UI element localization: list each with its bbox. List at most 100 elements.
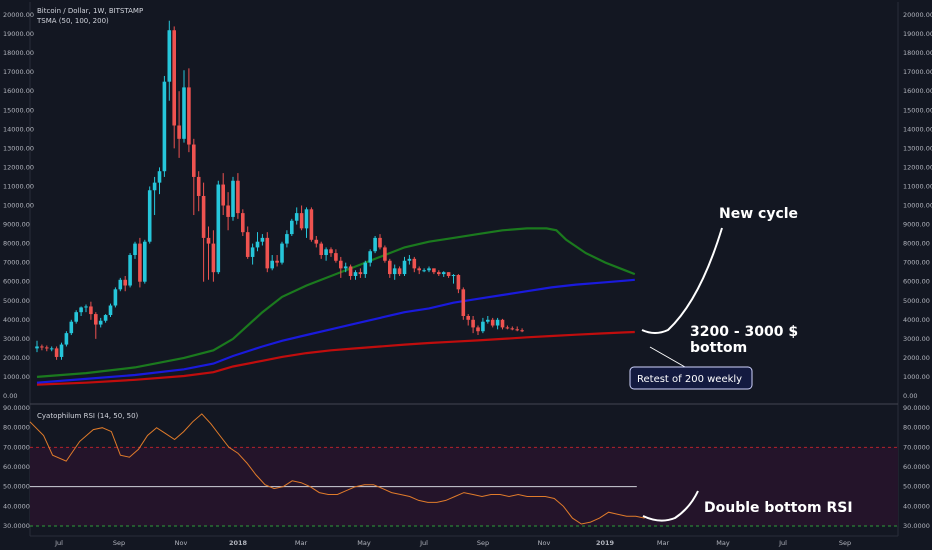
candle-body [471, 319, 475, 328]
candle [486, 315, 490, 324]
candle [201, 182, 206, 282]
candle [49, 346, 54, 352]
candle [388, 258, 392, 278]
candle-body [280, 243, 284, 263]
rsi-legend: Cyatophilum RSI (14, 50, 50) [37, 412, 139, 420]
candle [216, 180, 221, 275]
price-tick-left: 15000.00 [3, 106, 34, 114]
price-tick-right: 6000.00 [903, 278, 930, 286]
candle [255, 232, 260, 252]
candle [162, 75, 167, 177]
candle-body [388, 260, 392, 275]
price-tick-right: 2000.00 [903, 354, 930, 362]
rsi-tick-right: 70.0000 [903, 443, 930, 451]
candle-body [103, 315, 108, 321]
candle-body [422, 270, 426, 272]
candle [206, 226, 211, 280]
candle [515, 326, 519, 332]
candle-body [172, 30, 176, 126]
candle-body [378, 237, 382, 248]
candle [456, 274, 461, 294]
candle [378, 234, 382, 250]
candle [108, 303, 113, 317]
time-tick: May [357, 539, 371, 547]
candle [368, 249, 372, 267]
time-tick: Sep [477, 539, 489, 547]
time-tick: Nov [175, 539, 188, 547]
time-tick: Jul [419, 539, 428, 547]
candle [490, 317, 495, 328]
rsi-tick-left: 70.0000 [3, 443, 30, 451]
candle [187, 68, 191, 153]
double-bottom-label: Double bottom RSI [704, 500, 853, 516]
candle [250, 243, 255, 265]
candle [339, 256, 343, 278]
rsi-tick-right: 90.0000 [903, 404, 930, 412]
rsi-tick-left: 60.0000 [3, 463, 30, 471]
candle-body [343, 266, 348, 269]
candle [437, 270, 441, 276]
time-tick: Nov [538, 539, 551, 547]
candle [231, 176, 235, 221]
price-tick-left: 6000.00 [3, 278, 30, 286]
candle-body [45, 347, 49, 349]
candle-body [402, 260, 407, 275]
new-cycle-label: New cycle [719, 206, 798, 222]
candle [221, 173, 225, 216]
price-tick-left: 16000.00 [3, 87, 34, 95]
candle-body [177, 125, 181, 139]
candle-body [373, 237, 377, 252]
candle-body [118, 279, 123, 290]
price-tick-left: 2000.00 [3, 354, 30, 362]
candle [143, 239, 147, 284]
candle [64, 331, 69, 347]
candle-body [206, 237, 211, 244]
retest-callout-box [629, 366, 753, 390]
candle [89, 301, 93, 320]
price-tick-right: 10000.00 [903, 202, 932, 210]
candle [265, 232, 270, 273]
candle [84, 304, 88, 313]
chart-symbol-title: Bitcoin / Dollar, 1W, BITSTAMP [37, 7, 144, 15]
candle-body [392, 268, 397, 275]
candle [123, 275, 127, 292]
candle-body [123, 279, 127, 286]
candle [285, 230, 289, 248]
candle-body [495, 319, 500, 326]
price-tick-left: 13000.00 [3, 144, 34, 152]
candle [245, 226, 250, 259]
candle-body [299, 213, 304, 229]
candle [211, 230, 216, 282]
time-tick: May [716, 539, 730, 547]
candle-body [437, 272, 441, 275]
candle [373, 235, 377, 254]
candle-body [157, 171, 162, 183]
candle-body [201, 195, 206, 238]
candle-body [451, 275, 456, 277]
candle-body [182, 87, 186, 139]
candle [407, 255, 412, 265]
candle-body [304, 209, 309, 229]
candle-body [152, 182, 157, 191]
candle [461, 287, 466, 320]
price-tick-right: 18000.00 [903, 49, 932, 57]
candle-body [192, 144, 196, 177]
candle-body [348, 266, 353, 276]
candle-body [363, 262, 368, 275]
candle [167, 20, 172, 101]
candle [35, 340, 39, 353]
candle [446, 272, 451, 278]
candle-body [138, 243, 142, 282]
candle-body [510, 328, 515, 330]
candle-body [143, 241, 147, 282]
candle [128, 253, 132, 288]
candle [427, 266, 431, 273]
candle-body [147, 190, 152, 242]
candle-body [270, 260, 274, 269]
rsi-tick-left: 30.0000 [3, 522, 30, 530]
candle [363, 260, 368, 278]
candle [294, 207, 299, 225]
time-tick: Mar [657, 539, 670, 547]
candle-body [221, 184, 225, 206]
